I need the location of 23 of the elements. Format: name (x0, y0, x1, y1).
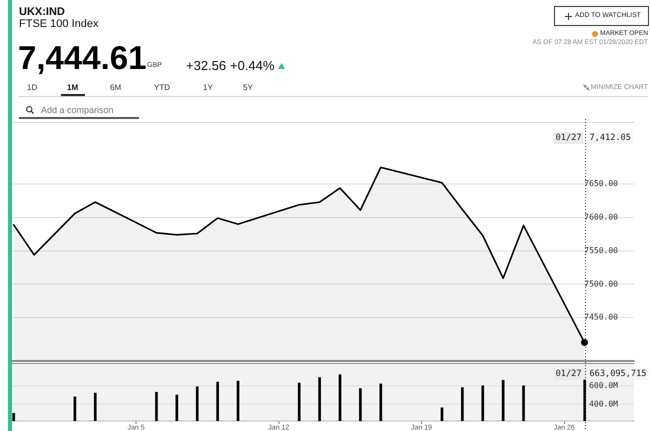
text: 6M (110, 82, 122, 92)
y-tick-label: 600.0M (589, 380, 618, 390)
annotation: 7,412.05 (590, 133, 631, 144)
text: Add a comparison (41, 104, 114, 114)
text: +32.56 (186, 58, 226, 73)
y-tick-label: 7500.00 (584, 279, 618, 288)
y-tick-label: 7550.00 (584, 246, 618, 255)
text: YTD (154, 82, 170, 92)
text: 5Y (243, 82, 253, 92)
text: +0.44% (230, 58, 274, 73)
ref-line-label: 01/27 (556, 369, 582, 380)
annotation: 663,095,715 (590, 369, 646, 380)
y-tick-label: 400.0M (589, 399, 618, 408)
ref-line-label: 01/27 (556, 133, 582, 144)
text: 1Y (203, 82, 213, 92)
y-tick-label: 7600.00 (584, 212, 618, 222)
text: 1M (67, 82, 78, 92)
text: 7,444.61 (18, 39, 146, 76)
text: 1D (27, 82, 38, 92)
y-tick-label: 7450.00 (584, 312, 618, 322)
text: UKX:IND (19, 6, 65, 18)
text: FTSE 100 Index (19, 18, 98, 30)
y-tick-label: 7650.00 (584, 179, 618, 188)
